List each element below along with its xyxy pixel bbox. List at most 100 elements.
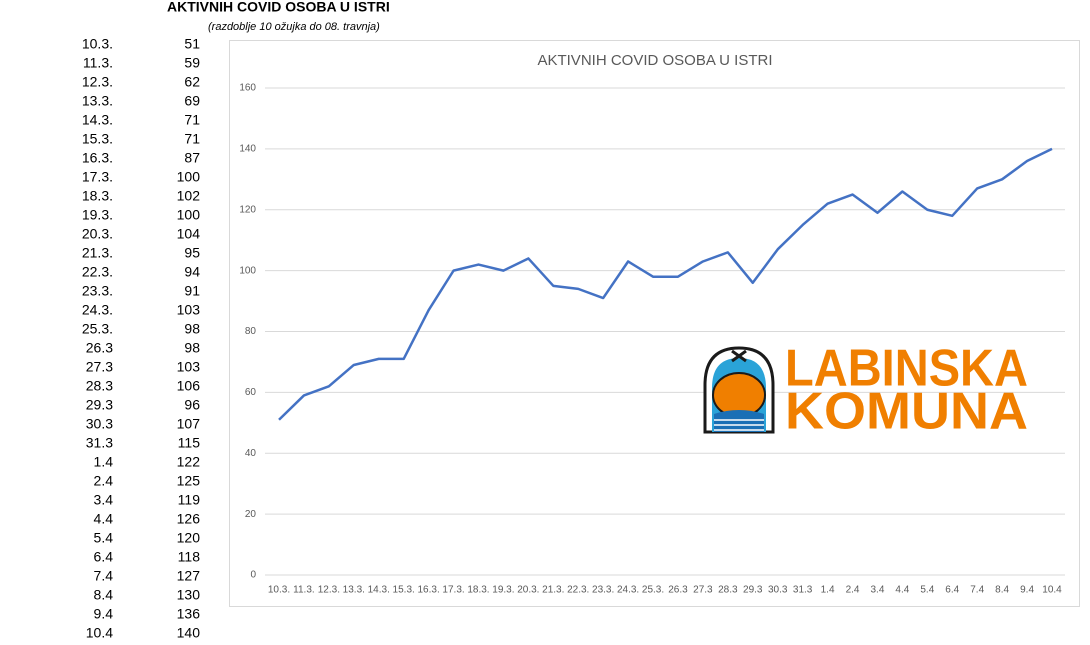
table-value: 96 [184, 397, 200, 413]
x-tick-label: 20.3. [517, 585, 539, 596]
table-value: 115 [178, 435, 201, 451]
table-value: 103 [177, 359, 201, 375]
y-tick-label: 160 [239, 83, 256, 94]
table-date: 13.3. [82, 93, 113, 109]
x-tick-label: 1.4 [821, 585, 835, 596]
x-tick-label: 5.4 [920, 585, 934, 596]
table-date: 16.3. [82, 150, 113, 166]
plot: 0 20 40 60 80 100 120 140 160 10.3. 11.3. 12.3. 13.3… [239, 83, 1065, 596]
table-value: 95 [184, 245, 200, 261]
table-date: 4.4 [94, 511, 114, 527]
table-date: 27.3 [86, 359, 113, 375]
table-date: 18.3. [82, 188, 113, 204]
table-value: 130 [177, 587, 201, 603]
table-value: 62 [184, 74, 200, 90]
table-value: 59 [184, 55, 200, 71]
y-tick-label: 0 [250, 570, 256, 581]
table-value: 119 [178, 492, 201, 508]
table-date: 2.4 [94, 473, 114, 489]
table-date: 3.4 [94, 492, 114, 508]
x-tick-label: 25.3. [642, 585, 664, 596]
x-tick-label: 21.3. [542, 585, 564, 596]
y-tick-label: 80 [245, 326, 257, 337]
table-date: 28.3 [86, 378, 113, 394]
x-tick-label: 22.3. [567, 585, 589, 596]
table-value: 136 [177, 606, 201, 622]
table-date: 5.4 [94, 530, 114, 546]
table-value: 102 [177, 188, 201, 204]
table-date: 19.3. [82, 207, 113, 223]
line-series [278, 147, 1053, 421]
table-value: 69 [184, 93, 200, 109]
y-tick-label: 120 [239, 204, 256, 215]
table-date: 9.4 [94, 606, 114, 622]
logo: LABINSKA KOMUNA [703, 340, 1028, 441]
table-date: 29.3 [86, 397, 113, 413]
x-tick-label: 15.3. [393, 585, 415, 596]
x-tick-label: 6.4 [945, 585, 959, 596]
logo-line1: LABINSKA [785, 340, 1028, 398]
logo-line2: KOMUNA [785, 383, 1028, 441]
table-value: 118 [178, 549, 201, 565]
x-tick-label: 24.3. [617, 585, 639, 596]
table-value: 120 [177, 530, 201, 546]
table-subtitle: (razdoblje 10 ožujka do 08. travnja) [208, 21, 380, 33]
table-date: 31.3 [86, 435, 113, 451]
logo-waves [714, 419, 764, 431]
table-value: 98 [184, 321, 200, 337]
x-tick-label: 13.3. [343, 585, 365, 596]
x-tick-label: 10.4 [1042, 585, 1062, 596]
table-value: 100 [177, 169, 201, 185]
logo-hammers [731, 349, 747, 363]
x-tick-label: 31.3 [793, 585, 813, 596]
table-value: 125 [177, 473, 201, 489]
x-tick-label: 28.3 [718, 585, 738, 596]
table-title: AKTIVNIH COVID OSOBA U ISTRI [167, 0, 390, 15]
y-tick-label: 60 [245, 387, 257, 398]
table-value: 126 [177, 511, 201, 527]
x-tick-label: 11.3. [293, 585, 315, 596]
x-tick-label: 26.3 [668, 585, 688, 596]
x-tick-label: 8.4 [995, 585, 1009, 596]
x-tick-label: 2.4 [846, 585, 860, 596]
table-date: 23.3. [82, 283, 113, 299]
y-tick-label: 20 [245, 509, 257, 520]
table-date: 15.3. [82, 131, 113, 147]
table-date: 7.4 [94, 568, 114, 584]
table-value: 94 [184, 264, 200, 280]
table-value: 100 [177, 207, 201, 223]
logo-sea [714, 410, 764, 432]
table-value: 106 [177, 378, 201, 394]
x-tick-label: 27.3 [693, 585, 713, 596]
table-date: 6.4 [94, 549, 114, 565]
table-date: 8.4 [94, 587, 114, 603]
chart-title: AKTIVNIH COVID OSOBA U ISTRI [537, 52, 772, 69]
table-date: 10.3. [82, 36, 113, 52]
y-tick-label: 40 [245, 448, 257, 459]
table-value: 71 [184, 131, 200, 147]
x-tick-label: 23.3. [592, 585, 614, 596]
table-date: 25.3. [82, 321, 113, 337]
x-tick-label: 7.4 [970, 585, 984, 596]
table-value: 103 [177, 302, 201, 318]
table-value: 104 [177, 226, 201, 242]
table-date: 20.3. [82, 226, 113, 242]
x-tick-label: 16.3. [417, 585, 439, 596]
x-tick-label: 9.4 [1020, 585, 1034, 596]
table-date: 17.3. [82, 169, 113, 185]
table-date: 10.4 [86, 625, 113, 641]
table-date: 26.3 [86, 340, 113, 356]
table-value: 107 [177, 416, 201, 432]
x-tick-label: 3.4 [870, 585, 884, 596]
table-date: 30.3 [86, 416, 113, 432]
y-tick-label: 100 [239, 265, 256, 276]
x-tick-label: 4.4 [895, 585, 909, 596]
table-date: 1.4 [94, 454, 114, 470]
table-value: 51 [184, 36, 200, 52]
table-date: 21.3. [82, 245, 113, 261]
x-tick-label: 12.3. [318, 585, 340, 596]
table-date: 24.3. [82, 302, 113, 318]
table-value: 87 [184, 150, 200, 166]
table-date: 14.3. [82, 112, 113, 128]
